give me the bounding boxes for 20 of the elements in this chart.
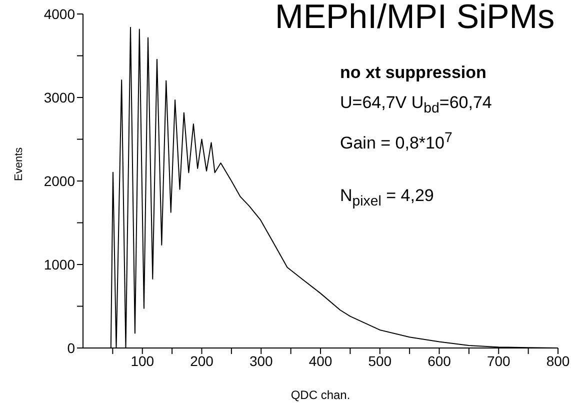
- x-tick-label: 800: [546, 352, 570, 369]
- x-tick-label: 300: [249, 352, 274, 369]
- annotation: N$_{pixel}$ = 4,29: [340, 185, 435, 212]
- y-tick-label: 0: [67, 340, 76, 356]
- x-tick-label: 600: [428, 352, 452, 369]
- y-tick-label: 2000: [44, 172, 76, 189]
- chart-title: MEPhI/MPI SiPMs: [275, 0, 555, 36]
- x-axis-title: QDC chan.: [290, 388, 350, 402]
- y-tick-label: 3000: [44, 89, 76, 106]
- x-tick-label: 100: [130, 352, 154, 369]
- annotation: no xt suppression: [340, 62, 488, 84]
- annotation: Gain = 0,8*10$^{7}$: [340, 129, 454, 156]
- x-tick-label: 400: [308, 352, 332, 369]
- x-tick-label: 700: [486, 352, 511, 369]
- x-tick-label: 200: [190, 352, 214, 369]
- y-tick-label: 4000: [44, 6, 76, 22]
- x-tick-label: 500: [368, 352, 392, 369]
- y-tick-label: 1000: [44, 256, 76, 272]
- annotation: U=64,7V U$_{bd}$=60,74: [340, 92, 492, 118]
- y-axis-title: Events: [12, 146, 25, 181]
